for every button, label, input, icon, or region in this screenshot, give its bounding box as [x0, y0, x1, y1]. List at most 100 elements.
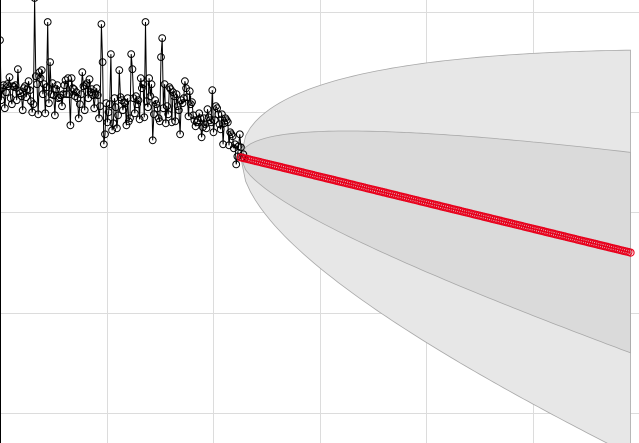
observed-point	[36, 74, 45, 83]
observed-series	[0, 0, 249, 169]
observed-point	[167, 118, 176, 127]
observed-point	[74, 114, 83, 123]
observed-point	[227, 130, 236, 139]
observed-point	[139, 80, 148, 89]
observed-point	[5, 73, 14, 82]
observed-point	[219, 140, 228, 149]
observed-point	[105, 100, 114, 109]
observed-point	[147, 80, 156, 89]
observed-point	[165, 83, 174, 92]
observed-point	[209, 128, 218, 137]
observed-point	[113, 124, 121, 133]
observed-point	[102, 99, 111, 108]
observed-point	[62, 90, 71, 99]
observed-point	[208, 86, 217, 95]
observed-point	[157, 53, 165, 61]
observed-point	[121, 99, 130, 108]
observed-point	[0, 36, 4, 44]
observed-point	[223, 118, 232, 127]
observed-point	[29, 100, 38, 109]
observed-point	[80, 106, 89, 115]
observed-point	[140, 113, 149, 122]
observed-point	[216, 125, 225, 134]
observed-point	[35, 68, 44, 77]
observed-point	[153, 104, 162, 113]
observed-point	[87, 85, 96, 94]
observed-point	[31, 0, 38, 2]
observed-point	[202, 124, 211, 133]
observed-point	[146, 92, 155, 101]
observed-point	[110, 94, 119, 103]
observed-point	[43, 18, 52, 26]
observed-point	[41, 109, 50, 118]
observed-point	[98, 58, 107, 66]
observed-point	[95, 114, 103, 123]
observed-point	[175, 106, 183, 115]
observed-point	[115, 66, 124, 75]
observed-point	[96, 102, 105, 111]
observed-point	[133, 100, 142, 109]
observed-point	[12, 96, 21, 105]
observed-point	[197, 133, 206, 142]
observed-point	[37, 66, 46, 75]
observed-point	[59, 90, 68, 99]
observed-point	[214, 110, 223, 119]
observed-point	[45, 99, 53, 108]
observed-point	[123, 94, 132, 103]
observed-point	[24, 77, 33, 86]
observed-point	[107, 50, 115, 58]
observed-point	[128, 65, 137, 74]
observed-point	[179, 94, 188, 103]
observed-point	[141, 18, 150, 26]
observed-point	[72, 88, 81, 97]
observed-point	[170, 92, 179, 101]
observed-point	[22, 93, 31, 102]
observed-point	[93, 91, 102, 100]
observed-point	[52, 85, 60, 94]
observed-point	[221, 114, 230, 123]
observed-point	[14, 65, 22, 74]
observed-point	[8, 100, 16, 109]
observed-point	[196, 114, 205, 123]
observed-point	[51, 111, 59, 120]
observed-point	[0, 96, 6, 105]
observed-point	[178, 99, 187, 108]
observed-point	[148, 136, 157, 145]
forecast-series	[236, 153, 635, 257]
observed-point	[176, 130, 185, 139]
observed-point	[60, 81, 69, 90]
observed-point	[215, 120, 224, 129]
observed-point	[109, 119, 118, 128]
observed-point	[99, 140, 108, 149]
observed-point	[101, 130, 109, 139]
observed-point	[203, 105, 212, 114]
observed-point	[78, 68, 87, 77]
observed-point	[122, 121, 131, 130]
observed-point	[151, 96, 160, 105]
observed-point	[82, 81, 90, 90]
observed-point	[67, 74, 76, 83]
observed-point	[64, 74, 72, 83]
observed-point	[163, 102, 171, 111]
observed-point	[164, 110, 173, 119]
observed-point	[226, 128, 235, 137]
observed-point	[172, 90, 181, 99]
observed-point	[134, 96, 143, 105]
observed-point	[228, 132, 237, 141]
observed-point	[77, 90, 85, 99]
observed-point	[4, 82, 13, 91]
observed-point	[25, 86, 34, 95]
observed-point	[212, 102, 220, 111]
observed-point	[213, 104, 222, 113]
observed-point	[42, 83, 51, 92]
observed-point	[222, 116, 231, 125]
observed-point	[76, 100, 84, 109]
observed-point	[58, 102, 66, 111]
observed-point	[144, 103, 152, 112]
observed-point	[18, 106, 27, 115]
observed-point	[152, 100, 161, 109]
observed-point	[188, 98, 196, 107]
observed-point	[158, 34, 167, 42]
observed-point	[237, 143, 245, 152]
